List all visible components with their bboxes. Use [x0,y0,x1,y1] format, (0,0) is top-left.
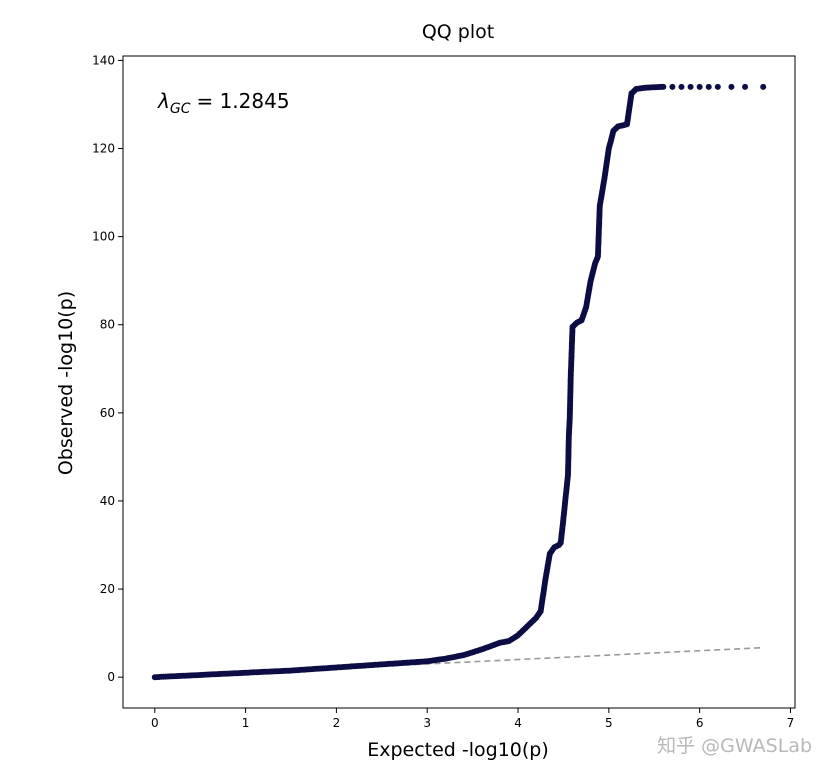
y-tick-label: 60 [100,406,115,420]
data-point [678,83,685,90]
data-point [687,83,694,90]
data-point [696,83,703,90]
x-tick-label: 7 [787,716,795,730]
y-tick-label: 20 [100,582,115,596]
x-tick-label: 3 [423,716,431,730]
lambda-value: = 1.2845 [196,89,289,113]
y-tick-label: 80 [100,318,115,332]
lambda-gc-annotation: λGC = 1.2845 [157,89,290,117]
data-point [669,83,676,90]
data-point [728,83,735,90]
x-tick-label: 1 [242,716,250,730]
x-tick-label: 4 [514,716,522,730]
y-tick-label: 40 [100,494,115,508]
y-tick-label: 100 [92,230,115,244]
x-tick-label: 2 [333,716,341,730]
chart-title: QQ plot [422,21,494,43]
lambda-subscript: GC [170,101,191,117]
x-tick-label: 5 [605,716,613,730]
data-point [760,83,767,90]
scatter-points-layer [151,83,767,681]
lambda-symbol: λ [157,89,170,113]
y-tick-label: 0 [107,670,115,684]
data-point [714,83,721,90]
x-tick-label: 6 [696,716,704,730]
y-axis-label: Observed -log10(p) [55,291,77,475]
y-axis-ticks: 0 20 40 60 80 100 120 140 [92,53,123,684]
data-point [742,83,749,90]
data-point [660,83,667,90]
plot-frame [122,55,796,709]
data-point [705,83,712,90]
y-tick-label: 120 [92,142,115,156]
watermark-text: 知乎 @GWASLab [657,735,812,757]
x-tick-label: 0 [151,716,159,730]
x-axis-ticks: 0 1 2 3 4 5 6 7 [151,708,794,730]
x-axis-label: Expected -log10(p) [367,739,549,761]
y-tick-label: 140 [92,53,115,67]
